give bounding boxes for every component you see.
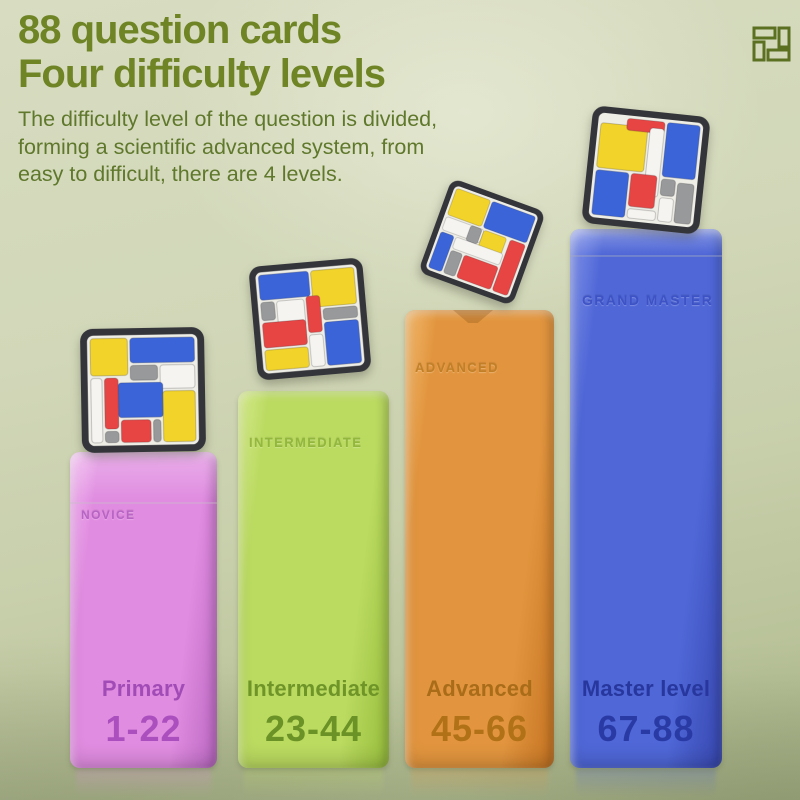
brand-pinwheel-logo-icon (752, 26, 794, 62)
level-card-range: 23-44 (264, 708, 363, 749)
pillar-master: GRAND MASTER Master level 67-88 (570, 229, 722, 768)
embossed-level-text: INTERMEDIATE (249, 435, 363, 450)
embossed-level-text: NOVICE (81, 508, 136, 522)
pillar-lid-seam (570, 229, 722, 257)
level-name: Advanced (426, 676, 533, 701)
pillar-reflection (76, 769, 211, 797)
level-card-range: 67-88 (597, 708, 695, 749)
puzzle-card-advanced-icon (418, 178, 546, 306)
level-card-range: 1-22 (105, 708, 182, 749)
pillar-primary: NOVICE Primary 1-22 (70, 452, 217, 768)
level-name: Intermediate (246, 676, 381, 701)
pillar-reflection (411, 769, 548, 797)
page-title-line-2: Four difficulty levels (18, 52, 386, 96)
embossed-level-text: GRAND MASTER (582, 292, 714, 308)
level-name: Primary (101, 676, 186, 701)
description-line-2: forming a scientific advanced system, fr… (18, 134, 425, 159)
page-title-line-1: 88 question cards (18, 8, 342, 52)
description-line-3: easy to difficult, there are 4 levels. (18, 162, 343, 187)
pillar-lid-notch (453, 310, 493, 323)
pillar-intermediate: INTERMEDIATE Intermediate 23-44 (238, 391, 389, 768)
pillar-advanced: ADVANCED Advanced 45-66 (405, 310, 554, 768)
puzzle-card-primary-icon (80, 327, 206, 453)
puzzle-card-intermediate-icon (248, 257, 372, 381)
puzzle-card-master-icon (581, 105, 711, 235)
level-name: Master level (581, 676, 711, 701)
header: 88 question cards Four difficulty levels… (18, 8, 437, 189)
description-line-1: The difficulty level of the question is … (18, 107, 438, 131)
pillar-lid-seam (70, 452, 217, 504)
pillar-reflection (244, 769, 383, 797)
pillar-reflection (576, 769, 716, 797)
embossed-level-text: ADVANCED (415, 360, 499, 375)
level-card-range: 45-66 (430, 708, 529, 749)
description: The difficulty level of the question is … (18, 106, 437, 189)
